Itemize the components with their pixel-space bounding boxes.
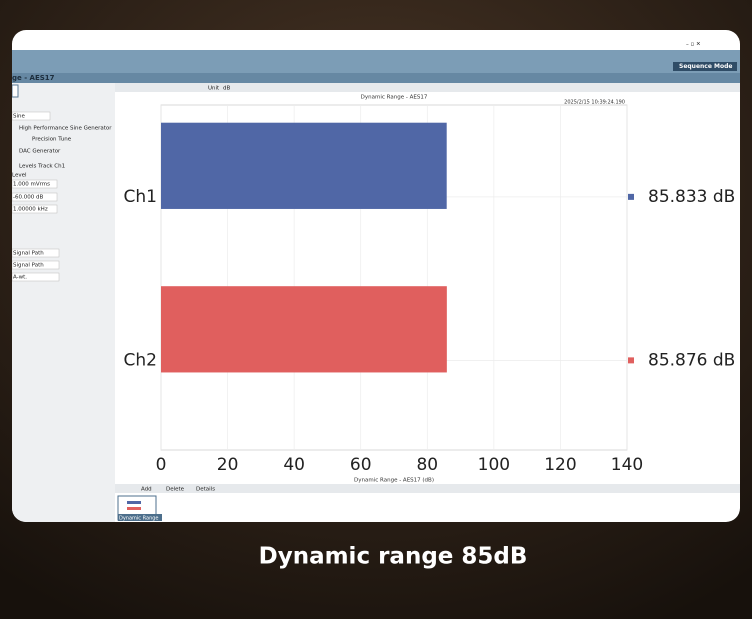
generator-select[interactable] bbox=[12, 111, 51, 121]
input-field[interactable] bbox=[12, 192, 58, 202]
left-panel bbox=[12, 83, 115, 522]
unit-select[interactable]: dB bbox=[223, 86, 230, 92]
mode-button-label[interactable]: Sequence Mode bbox=[679, 63, 732, 70]
bottom-toolbar bbox=[115, 484, 740, 493]
select-value[interactable]: Signal Path bbox=[13, 263, 44, 269]
button[interactable]: Add bbox=[141, 487, 152, 493]
button[interactable]: Details bbox=[196, 487, 215, 493]
legend-swatch bbox=[628, 193, 634, 200]
level-label: Level bbox=[12, 173, 27, 179]
x-tick-label: 80 bbox=[416, 455, 438, 475]
x-tick-label: 100 bbox=[478, 455, 510, 475]
y-tick-label: Ch1 bbox=[124, 187, 157, 207]
generator-label[interactable]: Sine bbox=[13, 114, 26, 120]
page-title: ge - AES17 bbox=[12, 74, 55, 82]
y-tick-label: Ch2 bbox=[124, 350, 157, 370]
caption: Dynamic range 85dB bbox=[259, 544, 528, 570]
option[interactable]: High Performance Sine Generator bbox=[19, 126, 112, 132]
select[interactable] bbox=[12, 272, 60, 282]
panel-icon bbox=[12, 84, 19, 98]
input-field[interactable] bbox=[12, 179, 58, 189]
x-tick-label: 0 bbox=[156, 455, 167, 475]
ribbon bbox=[12, 50, 740, 73]
thumbnail-caption[interactable]: Dynamic Range bbox=[119, 516, 159, 522]
input-value[interactable]: -60.000 dB bbox=[13, 195, 43, 201]
window-controls[interactable]: – ▫ ✕ bbox=[686, 42, 701, 48]
select-value[interactable]: Signal Path bbox=[13, 251, 44, 257]
x-tick-label: 60 bbox=[350, 455, 372, 475]
x-tick-label: 40 bbox=[283, 455, 305, 475]
thumbnail-bar bbox=[127, 507, 141, 510]
option[interactable]: Levels Track Ch1 bbox=[19, 164, 65, 170]
input-field[interactable] bbox=[12, 204, 58, 214]
chart-title: Dynamic Range - AES17 bbox=[361, 95, 428, 101]
value-label: 85.833 dB bbox=[648, 187, 735, 207]
x-tick-label: 120 bbox=[544, 455, 576, 475]
option[interactable]: DAC Generator bbox=[19, 149, 61, 155]
bar bbox=[161, 122, 447, 209]
unit-label: Unit bbox=[208, 86, 220, 92]
x-axis-label: Dynamic Range - AES17 (dB) bbox=[354, 478, 434, 484]
select[interactable] bbox=[12, 260, 60, 270]
option[interactable]: Precision Tune bbox=[32, 137, 72, 143]
x-tick-label: 140 bbox=[611, 455, 643, 475]
select-value[interactable]: A-wt. bbox=[13, 275, 27, 281]
timestamp: 2025/2/15 10:39:24.190 bbox=[564, 100, 625, 106]
thumbnail-caption-bg bbox=[118, 514, 162, 521]
title-strip bbox=[12, 73, 740, 83]
legend-swatch bbox=[628, 357, 634, 364]
value-label: 85.876 dB bbox=[648, 350, 735, 370]
window: – ▫ ✕ Sequence Mode ge - AES17 Unit dB S… bbox=[12, 30, 740, 522]
select[interactable] bbox=[12, 248, 60, 258]
mode-button[interactable] bbox=[673, 62, 737, 71]
bar bbox=[161, 286, 447, 373]
input-value[interactable]: 1.000 mVrms bbox=[13, 182, 50, 188]
thumbnail-bar bbox=[127, 501, 141, 504]
x-tick-label: 20 bbox=[217, 455, 239, 475]
button[interactable]: Delete bbox=[166, 487, 185, 493]
input-value[interactable]: 1.00000 kHz bbox=[13, 207, 48, 213]
toolbar bbox=[115, 83, 740, 92]
